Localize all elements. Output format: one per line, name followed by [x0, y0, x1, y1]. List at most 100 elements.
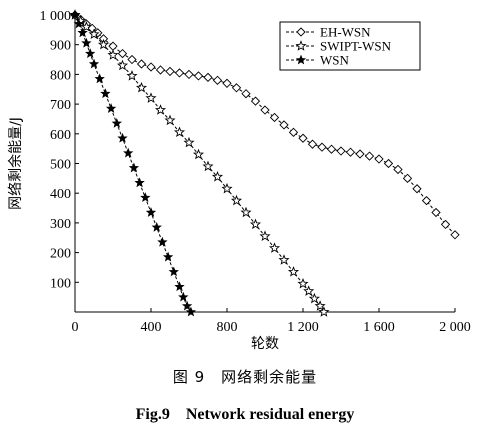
x-tick-label: 400 — [141, 320, 162, 335]
data-point — [183, 136, 195, 148]
data-point — [69, 9, 81, 20]
legend-item: EH-WSN — [286, 25, 371, 40]
data-point — [134, 177, 145, 188]
data-point — [383, 158, 394, 169]
data-point — [440, 219, 451, 230]
data-point — [259, 230, 271, 241]
data-point — [168, 266, 179, 277]
figure-caption-cn: 图 9 网络剩余能量 — [172, 368, 318, 386]
chart: 0 400 800 1 200 1 600 2 000 100 200 300 400 500 600… — [7, 9, 471, 352]
data-point — [308, 292, 320, 304]
y-tick-label: 800 — [50, 68, 71, 83]
data-point — [307, 139, 318, 149]
data-point — [450, 230, 460, 240]
y-tick-label: 600 — [50, 128, 71, 143]
y-tick-label: 400 — [50, 187, 71, 202]
data-point — [165, 66, 175, 77]
ticks: 0 400 800 1 200 1 600 2 000 100 200 300 400 500 600… — [40, 9, 471, 335]
series-layer — [69, 9, 460, 317]
data-point — [412, 184, 422, 194]
data-point — [97, 38, 110, 50]
data-point — [355, 149, 365, 159]
data-point — [155, 65, 166, 75]
x-tick-label: 1 200 — [287, 320, 319, 335]
figure-caption-en: Fig.9 Network residual energy — [135, 406, 355, 423]
data-point — [116, 59, 129, 71]
data-point — [73, 18, 84, 29]
data-point — [249, 218, 262, 230]
legend-item: SWIPT-WSN — [286, 39, 392, 54]
data-point — [126, 70, 138, 81]
data-point — [317, 142, 327, 152]
legend-label: EH-WSN — [320, 25, 371, 40]
data-point — [202, 160, 214, 172]
y-tick-label: 700 — [50, 98, 71, 113]
data-point — [393, 164, 403, 175]
x-tick-label: 2 000 — [439, 320, 471, 335]
data-point — [128, 162, 140, 173]
data-point — [269, 112, 280, 123]
data-point — [241, 89, 251, 99]
series-eh-wsn — [70, 10, 460, 240]
data-point — [326, 144, 337, 154]
legend-marker — [295, 54, 307, 65]
data-point — [127, 54, 137, 65]
data-point — [193, 71, 204, 81]
data-point — [184, 69, 194, 80]
data-point — [140, 192, 151, 203]
data-point — [162, 251, 174, 262]
data-point — [268, 242, 281, 253]
data-point — [154, 104, 167, 115]
series-wsn — [69, 9, 197, 317]
data-point — [240, 206, 252, 218]
data-point — [203, 72, 213, 83]
data-point — [364, 151, 375, 161]
y-tick-label: 300 — [50, 217, 71, 232]
data-point — [151, 221, 162, 232]
data-point — [212, 75, 223, 85]
data-point — [345, 147, 356, 157]
data-point — [287, 266, 300, 277]
data-point — [298, 133, 308, 143]
data-point — [314, 300, 326, 311]
series-swipt-wsn — [69, 9, 330, 317]
legend-marker — [295, 40, 307, 51]
data-point — [77, 27, 88, 38]
data-point — [431, 207, 441, 218]
data-point — [211, 171, 224, 182]
data-point — [157, 236, 168, 247]
data-point — [146, 62, 156, 72]
data-point — [105, 103, 117, 113]
data-point — [117, 132, 128, 143]
data-point — [136, 59, 147, 69]
data-point — [88, 28, 100, 40]
data-point — [178, 291, 189, 302]
y-tick-label: 900 — [50, 39, 71, 54]
legend-item: WSN — [286, 53, 350, 68]
data-point — [94, 73, 105, 84]
data-point — [260, 105, 270, 115]
data-point — [303, 285, 315, 296]
legend-label: SWIPT-WSN — [320, 39, 392, 54]
data-point — [230, 194, 243, 206]
data-point — [117, 48, 128, 59]
data-point — [174, 281, 185, 292]
legend-marker — [296, 27, 306, 37]
data-point — [421, 195, 432, 206]
data-point — [250, 96, 261, 106]
data-point — [173, 126, 186, 138]
data-point — [80, 21, 92, 32]
x-axis-label: 轮数 — [251, 336, 279, 352]
x-tick-label: 0 — [72, 320, 79, 335]
data-point — [164, 114, 176, 126]
y-tick-label: 200 — [50, 247, 71, 262]
data-point — [185, 306, 197, 317]
data-point — [297, 277, 309, 289]
data-point — [111, 117, 122, 128]
data-point — [318, 306, 330, 317]
x-tick-label: 1 600 — [363, 320, 395, 335]
data-point — [174, 68, 185, 78]
data-point — [402, 173, 413, 183]
data-point — [123, 147, 134, 158]
